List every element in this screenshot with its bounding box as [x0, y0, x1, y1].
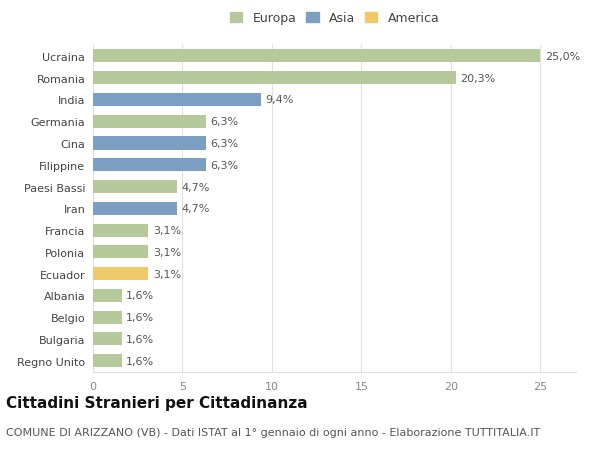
Text: 1,6%: 1,6% — [126, 356, 154, 366]
Text: 20,3%: 20,3% — [461, 73, 496, 84]
Bar — [93, 268, 148, 280]
Bar — [93, 159, 206, 172]
Text: 3,1%: 3,1% — [153, 225, 181, 235]
Text: 6,3%: 6,3% — [210, 160, 238, 170]
Bar — [93, 354, 122, 368]
Text: 4,7%: 4,7% — [182, 182, 210, 192]
Bar — [93, 224, 148, 237]
Bar — [93, 50, 540, 63]
Text: 9,4%: 9,4% — [266, 95, 294, 105]
Bar — [93, 246, 148, 259]
Text: 6,3%: 6,3% — [210, 117, 238, 127]
Bar — [93, 115, 206, 129]
Bar — [93, 180, 177, 194]
Text: COMUNE DI ARIZZANO (VB) - Dati ISTAT al 1° gennaio di ogni anno - Elaborazione T: COMUNE DI ARIZZANO (VB) - Dati ISTAT al … — [6, 427, 540, 437]
Text: 1,6%: 1,6% — [126, 334, 154, 344]
Bar — [93, 72, 456, 85]
Text: 4,7%: 4,7% — [182, 204, 210, 214]
Text: 3,1%: 3,1% — [153, 269, 181, 279]
Legend: Europa, Asia, America: Europa, Asia, America — [227, 10, 442, 28]
Text: 1,6%: 1,6% — [126, 291, 154, 301]
Bar — [93, 202, 177, 215]
Text: 6,3%: 6,3% — [210, 139, 238, 149]
Text: 1,6%: 1,6% — [126, 313, 154, 323]
Text: Cittadini Stranieri per Cittadinanza: Cittadini Stranieri per Cittadinanza — [6, 395, 308, 410]
Bar — [93, 289, 122, 302]
Bar — [93, 94, 261, 107]
Text: 3,1%: 3,1% — [153, 247, 181, 257]
Bar — [93, 333, 122, 346]
Bar — [93, 311, 122, 324]
Text: 25,0%: 25,0% — [545, 52, 580, 62]
Bar — [93, 137, 206, 150]
